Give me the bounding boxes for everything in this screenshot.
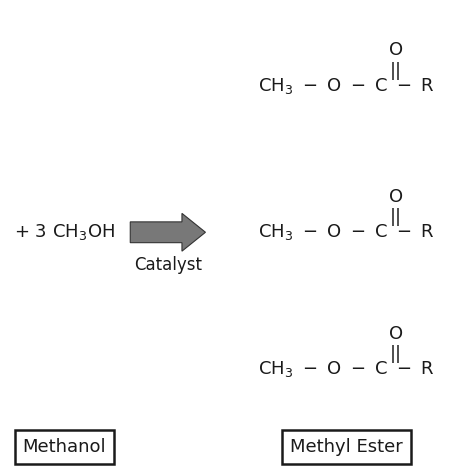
Text: Catalyst: Catalyst xyxy=(134,256,202,274)
Text: ||: || xyxy=(390,62,402,80)
Text: $\mathrm{CH_3\ -\ O\ -\ C\ -\ R}$: $\mathrm{CH_3\ -\ O\ -\ C\ -\ R}$ xyxy=(258,76,435,96)
Text: $\mathrm{CH_3\ -\ O\ -\ C\ -\ R}$: $\mathrm{CH_3\ -\ O\ -\ C\ -\ R}$ xyxy=(258,359,435,379)
Text: Methyl Ester: Methyl Ester xyxy=(290,438,403,456)
Text: $\mathrm{CH_3\ -\ O\ -\ C\ -\ R}$: $\mathrm{CH_3\ -\ O\ -\ C\ -\ R}$ xyxy=(258,222,435,242)
Text: ||: || xyxy=(390,208,402,226)
Text: ||: || xyxy=(390,345,402,363)
Text: O: O xyxy=(389,325,403,343)
Text: O: O xyxy=(389,41,403,59)
Polygon shape xyxy=(130,213,205,251)
Text: O: O xyxy=(389,188,403,206)
Text: Methanol: Methanol xyxy=(23,438,106,456)
Text: $+\ 3\ \mathrm{CH_3OH}$: $+\ 3\ \mathrm{CH_3OH}$ xyxy=(14,222,115,242)
